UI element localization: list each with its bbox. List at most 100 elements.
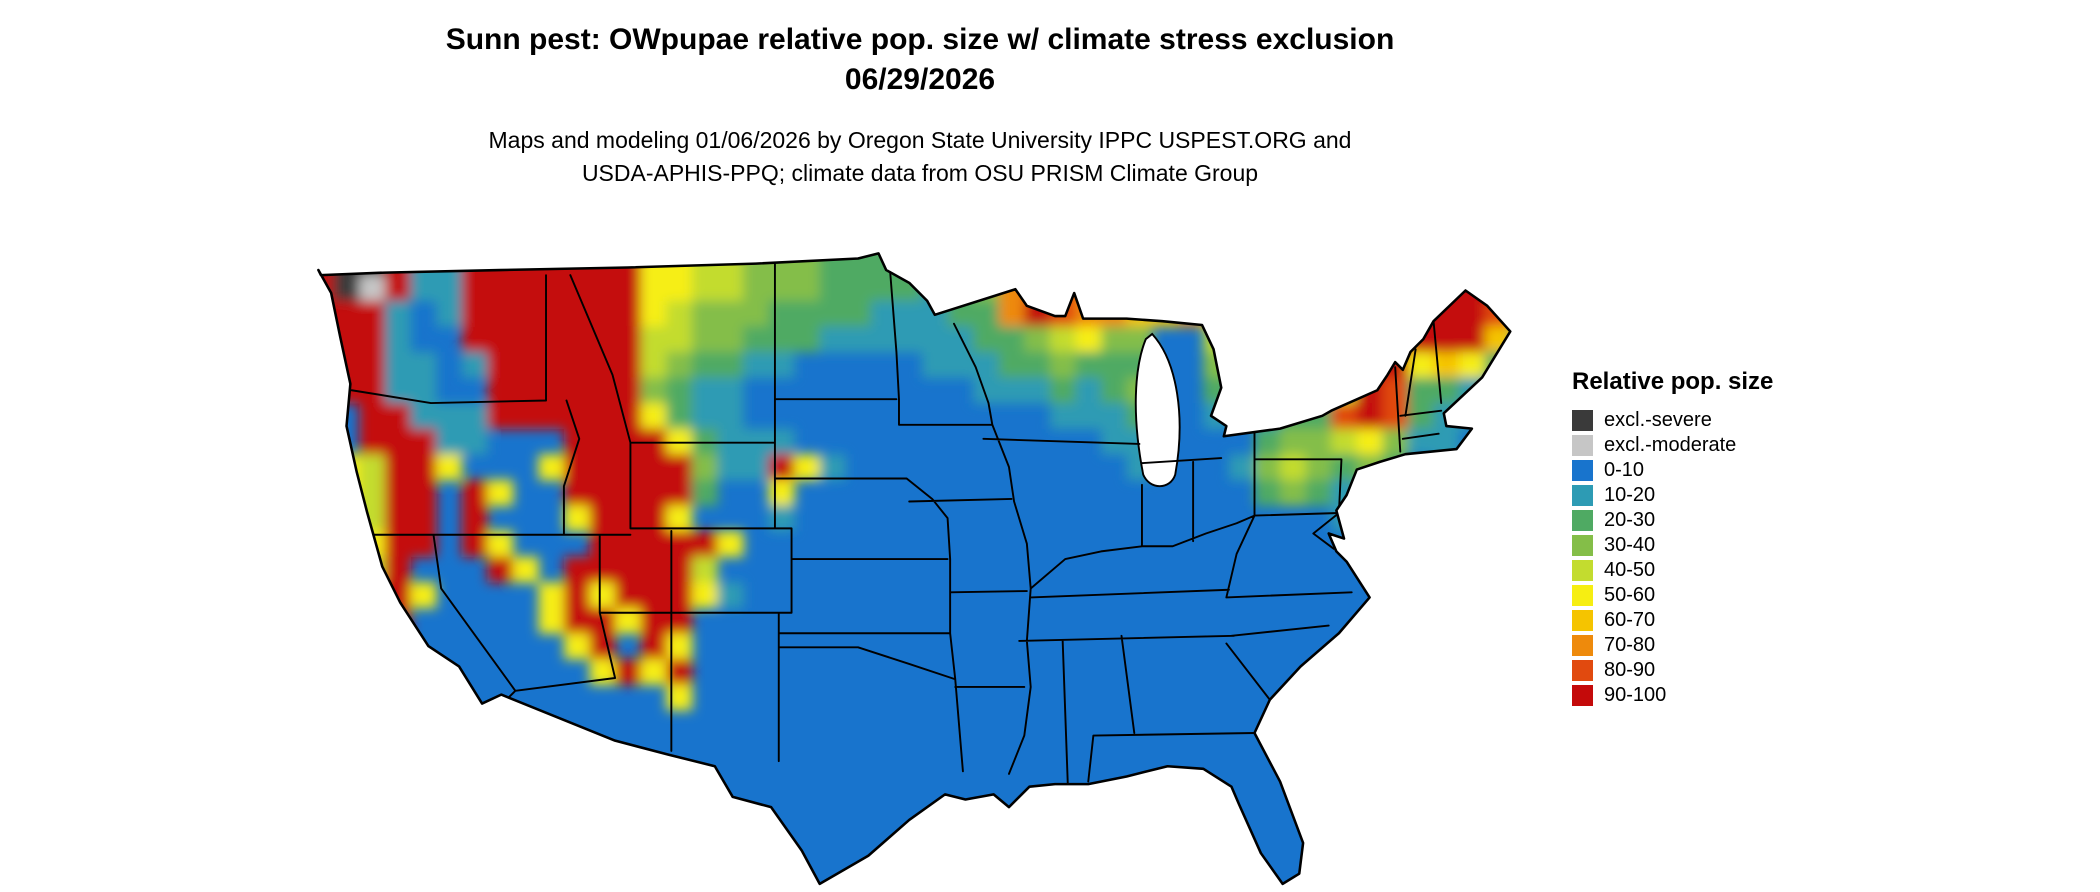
raster-cell bbox=[1075, 351, 1102, 379]
raster-cell bbox=[359, 224, 385, 250]
raster-cell bbox=[717, 300, 744, 327]
raster-cell bbox=[461, 479, 488, 506]
raster-cell bbox=[384, 582, 412, 609]
raster-cell bbox=[640, 633, 667, 660]
raster-cell bbox=[1049, 403, 1077, 430]
legend-swatch bbox=[1572, 560, 1593, 581]
raster-cell bbox=[871, 224, 897, 250]
raster-cell bbox=[768, 454, 795, 481]
raster-cell bbox=[384, 275, 412, 302]
raster-cell bbox=[1075, 224, 1101, 250]
raster-cell bbox=[359, 326, 386, 353]
raster-cell bbox=[563, 377, 591, 404]
raster-cell bbox=[512, 300, 539, 327]
raster-cell bbox=[359, 633, 386, 660]
raster-cell bbox=[384, 403, 412, 430]
legend-swatch bbox=[1572, 610, 1593, 631]
raster-cell bbox=[1203, 326, 1230, 353]
raster-cell bbox=[589, 556, 616, 583]
raster-cell bbox=[359, 377, 386, 404]
raster-cell bbox=[461, 300, 488, 327]
raster-cell bbox=[615, 224, 641, 250]
legend-label: 80-90 bbox=[1604, 659, 1656, 681]
raster-cell bbox=[333, 275, 360, 302]
raster-cell bbox=[666, 582, 693, 609]
raster-cell bbox=[563, 607, 591, 634]
raster-cell bbox=[691, 300, 719, 327]
raster-cell bbox=[1407, 428, 1435, 455]
raster-cell bbox=[318, 351, 335, 379]
raster-cell bbox=[640, 253, 667, 276]
raster-cell bbox=[487, 479, 514, 506]
raster-cell bbox=[563, 454, 591, 481]
raster-cell bbox=[512, 556, 539, 583]
raster-cell bbox=[615, 582, 642, 609]
raster-cell bbox=[538, 351, 565, 379]
raster-cell bbox=[1049, 326, 1077, 353]
raster-cell bbox=[692, 224, 718, 250]
raster-cell bbox=[666, 275, 693, 302]
raster-cell bbox=[1356, 351, 1384, 379]
raster-cell bbox=[691, 582, 719, 609]
raster-cell bbox=[1407, 253, 1435, 276]
raster-cell bbox=[615, 607, 642, 634]
raster-cell bbox=[1049, 351, 1077, 379]
legend-item: 80-90 bbox=[1572, 658, 1892, 683]
raster-cell bbox=[589, 633, 616, 660]
raster-cell bbox=[1331, 300, 1358, 327]
raster-cell bbox=[410, 454, 437, 481]
raster-cell bbox=[359, 607, 386, 634]
raster-cell bbox=[1101, 428, 1128, 455]
legend-swatch bbox=[1572, 410, 1593, 431]
legend-item: excl.-severe bbox=[1572, 408, 1892, 433]
raster-cell bbox=[384, 505, 412, 532]
raster-cell bbox=[359, 300, 386, 327]
raster-cell bbox=[410, 224, 436, 250]
raster-cell bbox=[666, 530, 693, 558]
raster-cell bbox=[1049, 253, 1077, 276]
raster-cell bbox=[333, 607, 360, 634]
raster-cell bbox=[794, 275, 821, 302]
figure-header: Sunn pest: OWpupae relative pop. size w/… bbox=[0, 20, 1840, 190]
raster-cell bbox=[1331, 326, 1358, 353]
raster-cell bbox=[691, 351, 719, 379]
raster-cell bbox=[1101, 300, 1128, 327]
raster-cell bbox=[1254, 428, 1281, 455]
raster-cell bbox=[1433, 454, 1460, 481]
raster-cell bbox=[1075, 403, 1102, 430]
raster-cell bbox=[461, 326, 488, 353]
raster-cell bbox=[999, 224, 1025, 250]
map-title: Sunn pest: OWpupae relative pop. size w/… bbox=[445, 23, 1395, 56]
raster-cell bbox=[1024, 351, 1051, 379]
raster-cell bbox=[538, 300, 565, 327]
raster-cell bbox=[1382, 253, 1409, 276]
raster-cell bbox=[564, 224, 590, 250]
raster-cell bbox=[717, 275, 744, 302]
legend-item: 90-100 bbox=[1572, 683, 1892, 708]
raster-cell bbox=[666, 633, 693, 660]
map-raster-layer bbox=[318, 224, 1511, 884]
raster-cell bbox=[691, 377, 719, 404]
raster-cell bbox=[589, 275, 616, 302]
raster-cell bbox=[563, 556, 591, 583]
legend-label: 50-60 bbox=[1604, 584, 1656, 606]
raster-cell bbox=[998, 326, 1025, 353]
raster-cell bbox=[1049, 377, 1077, 404]
raster-cell bbox=[589, 607, 616, 634]
raster-cell bbox=[589, 428, 616, 455]
raster-cell bbox=[410, 479, 437, 506]
raster-cell bbox=[922, 275, 949, 302]
raster-cell bbox=[922, 224, 948, 250]
raster-cell bbox=[318, 454, 335, 481]
raster-cell bbox=[819, 275, 846, 302]
raster-cell bbox=[1459, 253, 1486, 276]
raster-cell bbox=[359, 275, 386, 302]
raster-cell bbox=[640, 582, 667, 609]
legend-label: 20-30 bbox=[1604, 509, 1656, 531]
raster-cell bbox=[666, 326, 693, 353]
raster-cell bbox=[589, 454, 616, 481]
raster-cell bbox=[436, 454, 463, 481]
raster-cell bbox=[512, 377, 539, 404]
raster-cell bbox=[487, 351, 514, 379]
